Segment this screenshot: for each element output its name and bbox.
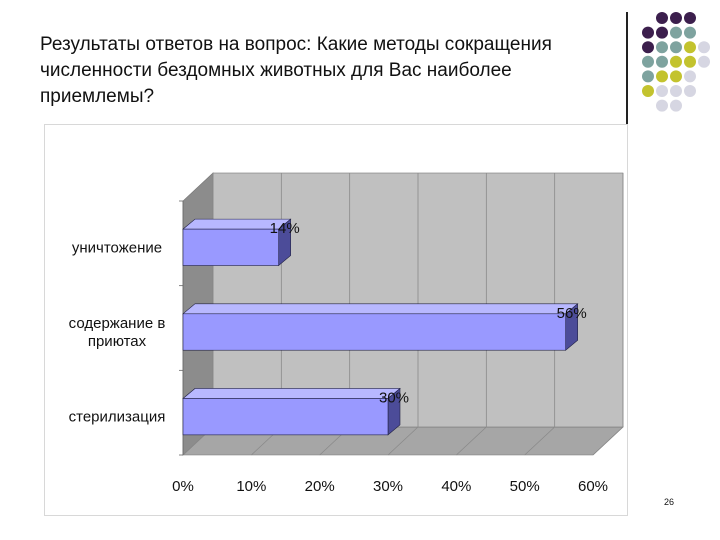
category-label-line: стерилизация (69, 409, 166, 426)
bar-front-face (182, 398, 389, 436)
decorative-dot (684, 12, 696, 24)
decorative-dot (656, 85, 668, 97)
decorative-dot (656, 70, 668, 83)
decorative-dot (670, 55, 682, 68)
data-label: 14% (270, 220, 300, 237)
bar-chart: 0% 10% 20% 30% 40% 50% 60% 14% уничтожение 56% сод… (69, 172, 624, 495)
decorative-dot (670, 12, 682, 24)
decorative-dot (642, 85, 654, 97)
decorative-dot (684, 70, 696, 83)
floor-gridline (592, 426, 624, 456)
decorative-dot (656, 99, 668, 112)
decorative-dot (684, 55, 696, 68)
x-tick-label: 50% (510, 478, 540, 495)
category-label: содержание в приютах (69, 315, 166, 350)
title-divider (626, 12, 628, 132)
floor-gridline (387, 426, 419, 456)
x-tick-label: 60% (578, 478, 608, 495)
decorative-dot (684, 26, 696, 39)
decorative-dot (670, 41, 682, 54)
decorative-dot (670, 99, 682, 112)
data-label: 30% (379, 389, 409, 406)
floor-gridline (456, 426, 487, 456)
decorative-dot (656, 55, 668, 68)
category-label-line: уничтожение (72, 239, 162, 256)
decorative-dot (642, 55, 654, 68)
chart-frame: 0% 10% 20% 30% 40% 50% 60% 14% уничтожение 56% сод… (44, 124, 628, 516)
bar (182, 387, 401, 436)
page-number: 26 (664, 497, 675, 507)
decorative-dot (656, 41, 668, 54)
bar-top-face (182, 303, 579, 315)
x-tick-label: 40% (441, 478, 471, 495)
decorative-dot (656, 12, 668, 24)
decorative-dot (670, 26, 682, 39)
x-tick-label: 20% (305, 478, 335, 495)
decorative-dot (698, 55, 710, 68)
category-label-line: приютах (88, 333, 147, 350)
bar (182, 218, 292, 267)
decorative-dot (670, 70, 682, 83)
decorative-dot (684, 85, 696, 97)
decorative-dot (656, 26, 668, 39)
bar (182, 303, 579, 351)
decorative-dot (642, 41, 654, 54)
bar-front-face (182, 313, 566, 351)
category-label: стерилизация (69, 409, 166, 426)
decorative-dot (698, 41, 710, 54)
category-label-line: содержание в (69, 315, 166, 332)
decorative-dot (642, 26, 654, 39)
x-tick-label: 30% (373, 478, 403, 495)
data-label: 56% (557, 305, 587, 322)
decorative-dot (684, 41, 696, 54)
decorative-dot-grid (642, 12, 710, 112)
bar-top-face (182, 388, 401, 399)
category-label: уничтожение (72, 239, 162, 256)
x-tick-label: 0% (172, 478, 194, 495)
x-tick-label: 10% (236, 478, 266, 495)
slide-title: Результаты ответов на вопрос: Какие мето… (40, 34, 552, 107)
floor-gridline (524, 426, 555, 456)
bar-front-face (182, 228, 279, 266)
decorative-dot (642, 70, 654, 83)
decorative-dot (670, 85, 682, 97)
